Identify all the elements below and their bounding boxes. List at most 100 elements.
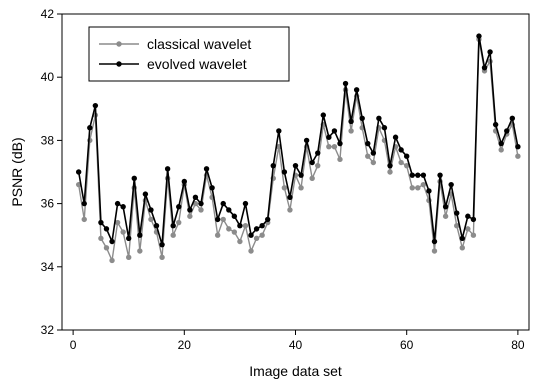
data-point — [209, 185, 215, 191]
data-point — [331, 144, 338, 150]
series-evolved-wavelet — [75, 33, 521, 248]
data-point — [403, 162, 410, 169]
y-tick-label: 40 — [41, 70, 55, 84]
data-point — [459, 245, 465, 251]
data-point — [237, 238, 243, 245]
data-point — [303, 137, 310, 144]
data-point — [337, 156, 343, 163]
x-tick-label: 20 — [178, 338, 192, 352]
data-point — [504, 128, 510, 134]
y-axis-label: PSNR (dB) — [9, 137, 25, 206]
data-point — [214, 216, 221, 223]
data-point — [315, 150, 321, 156]
data-point — [409, 185, 415, 191]
legend-label: evolved wavelet — [147, 56, 247, 72]
data-point — [392, 134, 399, 140]
y-tick-label: 42 — [41, 7, 55, 21]
data-point — [187, 213, 193, 219]
data-point — [226, 226, 232, 232]
data-point — [203, 166, 210, 172]
data-point — [92, 102, 99, 109]
data-point — [103, 226, 110, 232]
data-point — [126, 235, 132, 242]
data-point — [454, 223, 460, 229]
data-point — [137, 248, 143, 254]
data-point — [114, 219, 121, 226]
data-point — [148, 216, 154, 223]
data-point — [409, 172, 415, 178]
data-point — [470, 232, 477, 238]
data-point — [492, 121, 499, 128]
data-point — [170, 232, 176, 238]
data-point — [326, 144, 332, 150]
data-point — [448, 181, 454, 188]
y-axis-ticks: 32 34 36 38 40 42 — [41, 7, 62, 337]
data-point — [348, 128, 354, 134]
data-point — [120, 229, 126, 235]
data-point — [337, 140, 343, 147]
data-point — [326, 134, 332, 140]
data-point — [253, 226, 260, 232]
data-point — [126, 254, 132, 261]
data-point — [298, 172, 304, 178]
data-point — [498, 147, 504, 153]
legend-label: classical wavelet — [147, 36, 251, 52]
data-point — [142, 191, 149, 197]
data-point — [226, 207, 232, 213]
data-point — [192, 194, 199, 200]
data-point — [281, 169, 288, 175]
data-point — [320, 112, 326, 118]
data-point — [403, 153, 410, 159]
data-point — [509, 115, 516, 121]
data-point — [120, 204, 126, 210]
x-tick-label: 80 — [511, 338, 525, 352]
data-point — [109, 257, 115, 264]
data-point — [181, 178, 188, 185]
data-point — [231, 229, 238, 235]
data-point — [276, 128, 282, 134]
data-point — [376, 115, 382, 121]
legend-swatch-marker — [116, 41, 122, 47]
data-point — [487, 49, 493, 55]
data-point — [420, 181, 427, 188]
data-point — [164, 166, 171, 172]
data-point — [454, 210, 460, 216]
data-point — [298, 185, 304, 191]
data-point — [331, 128, 338, 134]
x-tick-label: 0 — [70, 338, 77, 352]
data-point — [253, 235, 260, 242]
y-tick-label: 38 — [41, 133, 55, 147]
data-point — [515, 144, 521, 150]
data-point — [348, 118, 354, 125]
legend-items: classical wavelet evolved wavelet — [99, 36, 251, 72]
data-point — [359, 115, 365, 121]
data-point — [265, 216, 271, 223]
data-point — [270, 162, 276, 169]
data-point — [365, 140, 371, 147]
data-point — [353, 87, 360, 93]
data-point — [465, 226, 471, 232]
data-point — [309, 159, 315, 166]
data-point — [220, 200, 226, 207]
data-point — [465, 213, 471, 219]
data-point — [103, 245, 110, 251]
data-point — [248, 248, 254, 254]
data-point — [170, 223, 176, 229]
data-point — [81, 200, 87, 207]
data-point — [198, 207, 204, 213]
data-point — [87, 125, 93, 131]
data-point — [459, 235, 465, 242]
legend-swatch-marker — [116, 61, 122, 67]
data-point — [442, 213, 449, 219]
data-point — [415, 185, 421, 191]
data-point — [176, 219, 182, 226]
data-point — [176, 204, 182, 210]
data-point — [415, 172, 421, 178]
data-point — [476, 33, 482, 39]
y-tick-label: 36 — [41, 197, 55, 211]
data-point — [370, 150, 377, 156]
data-point — [259, 232, 265, 238]
data-point — [159, 254, 165, 261]
data-point — [342, 80, 349, 87]
